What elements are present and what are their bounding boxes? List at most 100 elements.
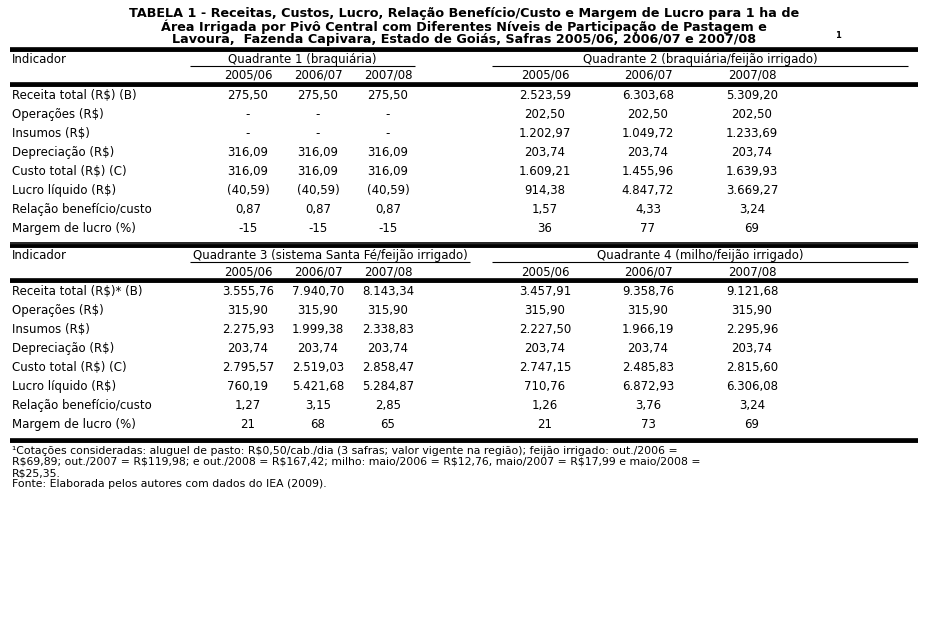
Text: 2006/07: 2006/07 (293, 69, 342, 82)
Text: R$25,35.: R$25,35. (12, 468, 61, 478)
Text: 2.858,47: 2.858,47 (362, 361, 413, 374)
Text: Fonte: Elaborada pelos autores com dados do IEA (2009).: Fonte: Elaborada pelos autores com dados… (12, 479, 326, 489)
Text: Lucro líquido (R$): Lucro líquido (R$) (12, 184, 116, 197)
Text: 69: 69 (743, 418, 758, 431)
Text: 1,26: 1,26 (531, 399, 557, 412)
Text: Receita total (R$)* (B): Receita total (R$)* (B) (12, 285, 143, 298)
Text: 203,74: 203,74 (730, 342, 771, 355)
Text: 2.227,50: 2.227,50 (518, 323, 570, 336)
Text: TABELA 1 - Receitas, Custos, Lucro, Relação Benefício/Custo e Margem de Lucro pa: TABELA 1 - Receitas, Custos, Lucro, Rela… (129, 7, 798, 20)
Text: 914,38: 914,38 (524, 184, 565, 197)
Text: 316,09: 316,09 (227, 146, 268, 159)
Text: 315,90: 315,90 (298, 304, 338, 317)
Text: 2.295,96: 2.295,96 (725, 323, 778, 336)
Text: 7.940,70: 7.940,70 (292, 285, 344, 298)
Text: (40,59): (40,59) (366, 184, 409, 197)
Text: 0,87: 0,87 (235, 203, 260, 216)
Text: 2006/07: 2006/07 (623, 265, 671, 278)
Text: 5.421,68: 5.421,68 (292, 380, 344, 393)
Text: Depreciação (R$): Depreciação (R$) (12, 146, 114, 159)
Text: 2006/07: 2006/07 (293, 265, 342, 278)
Text: 69: 69 (743, 222, 758, 235)
Text: Margem de lucro (%): Margem de lucro (%) (12, 222, 135, 235)
Text: 1,27: 1,27 (235, 399, 260, 412)
Text: Margem de lucro (%): Margem de lucro (%) (12, 418, 135, 431)
Text: 315,90: 315,90 (730, 304, 771, 317)
Text: 202,50: 202,50 (730, 108, 771, 121)
Text: Operações (R$): Operações (R$) (12, 108, 104, 121)
Text: 202,50: 202,50 (524, 108, 565, 121)
Text: -: - (246, 108, 250, 121)
Text: 203,74: 203,74 (524, 146, 565, 159)
Text: 36: 36 (537, 222, 552, 235)
Text: 2005/06: 2005/06 (223, 265, 272, 278)
Text: Quadrante 1 (braquiária): Quadrante 1 (braquiária) (227, 53, 375, 66)
Text: 2007/08: 2007/08 (727, 265, 775, 278)
Text: -: - (386, 108, 389, 121)
Text: 6.306,08: 6.306,08 (725, 380, 777, 393)
Text: -: - (315, 127, 320, 140)
Text: (40,59): (40,59) (226, 184, 269, 197)
Text: 1.233,69: 1.233,69 (725, 127, 777, 140)
Text: 3.555,76: 3.555,76 (222, 285, 273, 298)
Text: Insumos (R$): Insumos (R$) (12, 127, 90, 140)
Text: 315,90: 315,90 (227, 304, 268, 317)
Text: 2.523,59: 2.523,59 (518, 89, 570, 102)
Text: Custo total (R$) (C): Custo total (R$) (C) (12, 361, 126, 374)
Text: 77: 77 (640, 222, 654, 235)
Text: 1,57: 1,57 (531, 203, 557, 216)
Text: 2007/08: 2007/08 (363, 69, 412, 82)
Text: 203,74: 203,74 (627, 342, 667, 355)
Text: 2.815,60: 2.815,60 (725, 361, 777, 374)
Text: Relação benefício/custo: Relação benefício/custo (12, 203, 152, 216)
Text: Receita total (R$) (B): Receita total (R$) (B) (12, 89, 136, 102)
Text: 2.275,93: 2.275,93 (222, 323, 273, 336)
Text: 9.121,68: 9.121,68 (725, 285, 778, 298)
Text: 203,74: 203,74 (298, 342, 338, 355)
Text: 275,50: 275,50 (298, 89, 338, 102)
Text: 8.143,34: 8.143,34 (362, 285, 413, 298)
Text: 710,76: 710,76 (524, 380, 565, 393)
Text: 3,76: 3,76 (634, 399, 660, 412)
Text: 1.639,93: 1.639,93 (725, 165, 777, 178)
Text: 2.795,57: 2.795,57 (222, 361, 273, 374)
Text: R$69,89; out./2007 = R$119,98; e out./2008 = R$167,42; milho: maio/2006 = R$12,7: R$69,89; out./2007 = R$119,98; e out./20… (12, 457, 700, 467)
Text: -15: -15 (378, 222, 397, 235)
Text: Área Irrigada por Pivô Central com Diferentes Níveis de Participação de Pastagem: Área Irrigada por Pivô Central com Difer… (161, 20, 766, 35)
Text: Relação benefício/custo: Relação benefício/custo (12, 399, 152, 412)
Text: 1.455,96: 1.455,96 (621, 165, 673, 178)
Text: 21: 21 (240, 418, 255, 431)
Text: 2.519,03: 2.519,03 (292, 361, 344, 374)
Text: -: - (315, 108, 320, 121)
Text: Depreciação (R$): Depreciação (R$) (12, 342, 114, 355)
Text: 315,90: 315,90 (627, 304, 667, 317)
Text: 4.847,72: 4.847,72 (621, 184, 673, 197)
Text: 1.049,72: 1.049,72 (621, 127, 673, 140)
Text: Custo total (R$) (C): Custo total (R$) (C) (12, 165, 126, 178)
Text: Quadrante 3 (sistema Santa Fé/feijão irrigado): Quadrante 3 (sistema Santa Fé/feijão irr… (193, 249, 467, 262)
Text: 316,09: 316,09 (227, 165, 268, 178)
Text: 1.609,21: 1.609,21 (518, 165, 571, 178)
Text: 4,33: 4,33 (634, 203, 660, 216)
Text: 315,90: 315,90 (524, 304, 565, 317)
Text: 1.966,19: 1.966,19 (621, 323, 674, 336)
Text: 316,09: 316,09 (298, 146, 338, 159)
Text: 5.284,87: 5.284,87 (362, 380, 413, 393)
Text: 203,74: 203,74 (730, 146, 771, 159)
Text: 760,19: 760,19 (227, 380, 268, 393)
Text: Quadrante 4 (milho/feijão irrigado): Quadrante 4 (milho/feijão irrigado) (596, 249, 803, 262)
Text: 3,15: 3,15 (305, 399, 331, 412)
Text: 6.872,93: 6.872,93 (621, 380, 673, 393)
Text: Lavoura,  Fazenda Capivara, Estado de Goiás, Safras 2005/06, 2006/07 e 2007/08: Lavoura, Fazenda Capivara, Estado de Goi… (171, 33, 756, 46)
Text: 3,24: 3,24 (738, 203, 764, 216)
Text: 203,74: 203,74 (627, 146, 667, 159)
Text: 65: 65 (380, 418, 395, 431)
Text: 275,50: 275,50 (227, 89, 268, 102)
Text: 203,74: 203,74 (367, 342, 408, 355)
Text: 203,74: 203,74 (524, 342, 565, 355)
Text: 2.338,83: 2.338,83 (362, 323, 413, 336)
Text: Lucro líquido (R$): Lucro líquido (R$) (12, 380, 116, 393)
Text: 315,90: 315,90 (367, 304, 408, 317)
Text: 9.358,76: 9.358,76 (621, 285, 673, 298)
Text: -: - (246, 127, 250, 140)
